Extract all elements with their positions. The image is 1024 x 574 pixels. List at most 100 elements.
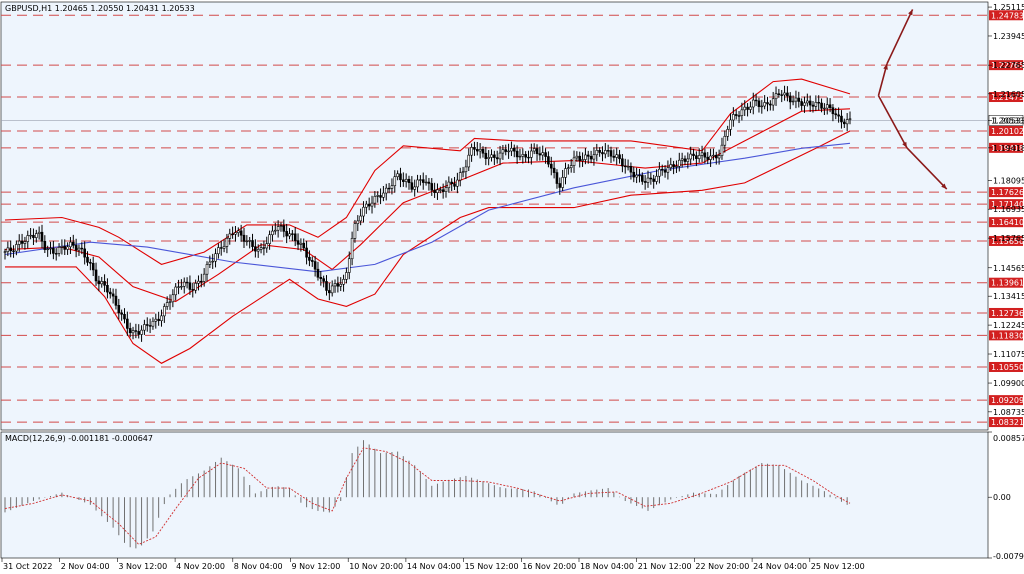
candle-body (834, 113, 838, 116)
candle-body (470, 147, 473, 156)
candle-body (695, 155, 698, 159)
candle-body (649, 177, 653, 180)
macd-header: MACD(12,26,9) -0.001181 -0.000647 (5, 434, 153, 443)
price-panel[interactable] (0, 1, 989, 431)
candle-body (80, 247, 84, 250)
candle-body (134, 330, 138, 332)
candle-body (490, 154, 493, 158)
candle-body (606, 150, 610, 152)
level-label-box (989, 60, 1023, 71)
level-label: 1.22765 (991, 61, 1024, 70)
candle-body (154, 318, 158, 322)
candle-body (652, 178, 655, 182)
forecast-arrow-line (886, 9, 914, 65)
candle-body (769, 103, 772, 106)
candle-body (143, 324, 146, 331)
level-label: 1.24783 (991, 11, 1024, 20)
candle-body (191, 289, 195, 291)
candle-body (598, 150, 601, 153)
level-label: 1.12736 (991, 309, 1024, 318)
candle-body (421, 179, 425, 183)
candle-body (305, 247, 308, 258)
candle-body (325, 281, 328, 291)
time-tick-label: 3 Nov 12:00 (118, 562, 167, 571)
time-tick-label: 16 Nov 20:00 (522, 562, 576, 571)
candle-body (157, 318, 160, 321)
level-label-box (989, 307, 1023, 318)
candle-body (771, 98, 775, 106)
candle-body (518, 155, 522, 158)
candle-body (848, 118, 852, 120)
candle-body (823, 107, 826, 110)
candle-body (498, 152, 502, 160)
candle-body (515, 150, 519, 158)
bollinger-upper-line (4, 78, 851, 265)
macd-tick-label: 0.00 (993, 493, 1011, 502)
candle-body (174, 286, 178, 296)
level-label-box (989, 330, 1023, 341)
candle-body (675, 166, 678, 168)
candle-body (131, 330, 135, 334)
time-tick-label: 22 Nov 20:00 (695, 562, 749, 571)
candle-body (271, 230, 274, 236)
candle-body (410, 182, 414, 190)
candle-body (535, 148, 539, 154)
candle-body (103, 281, 106, 286)
candle-body (706, 156, 710, 160)
candle-body (461, 171, 465, 173)
candle-body (262, 247, 266, 249)
candle-body (709, 155, 712, 160)
candle-body (362, 206, 365, 217)
candle-body (356, 220, 360, 224)
candle-body (436, 189, 439, 193)
candle-body (120, 312, 123, 315)
candle-body (69, 241, 72, 248)
candle-body (427, 181, 431, 184)
candle-body (754, 99, 758, 102)
candle-body (601, 152, 604, 155)
candle-body (794, 97, 798, 102)
candle-body (248, 240, 251, 242)
candle-body (760, 105, 764, 108)
candle-body (658, 168, 661, 177)
candle-body (806, 100, 809, 104)
candle-body (322, 278, 325, 282)
candle-body (729, 119, 732, 130)
candle-body (404, 178, 408, 182)
candle-body (387, 187, 391, 190)
candle-body (632, 171, 636, 178)
candle-body (71, 241, 75, 246)
candle-body (586, 154, 590, 157)
candle-body (538, 153, 542, 156)
candle-body (197, 280, 200, 284)
forecast-arrow-head (941, 183, 947, 190)
candle-body (114, 295, 118, 306)
candle-body (797, 97, 801, 102)
candle-body (777, 93, 781, 96)
level-label-box (989, 199, 1023, 210)
candle-body (783, 92, 786, 96)
candle-body (723, 135, 727, 146)
candle-body (77, 247, 81, 251)
candle-body (567, 167, 570, 169)
candle-body (74, 245, 78, 251)
price-tick-label: 1.13415 (993, 292, 1024, 301)
candle-body (544, 152, 547, 157)
forecast-arrow-line (877, 95, 908, 149)
candle-body (3, 251, 7, 253)
candle-body (615, 154, 619, 158)
candle-body (683, 158, 687, 162)
candle-body (239, 230, 243, 236)
candle-body (734, 114, 738, 116)
candle-body (333, 283, 337, 287)
candle-body (347, 258, 351, 273)
candle-body (256, 249, 260, 252)
candle-body (296, 240, 300, 245)
candle-body (803, 102, 806, 106)
candle-body (456, 179, 459, 187)
candle-body (399, 173, 402, 181)
candle-body (151, 320, 155, 327)
candle-body (677, 159, 681, 167)
candle-body (145, 324, 149, 326)
